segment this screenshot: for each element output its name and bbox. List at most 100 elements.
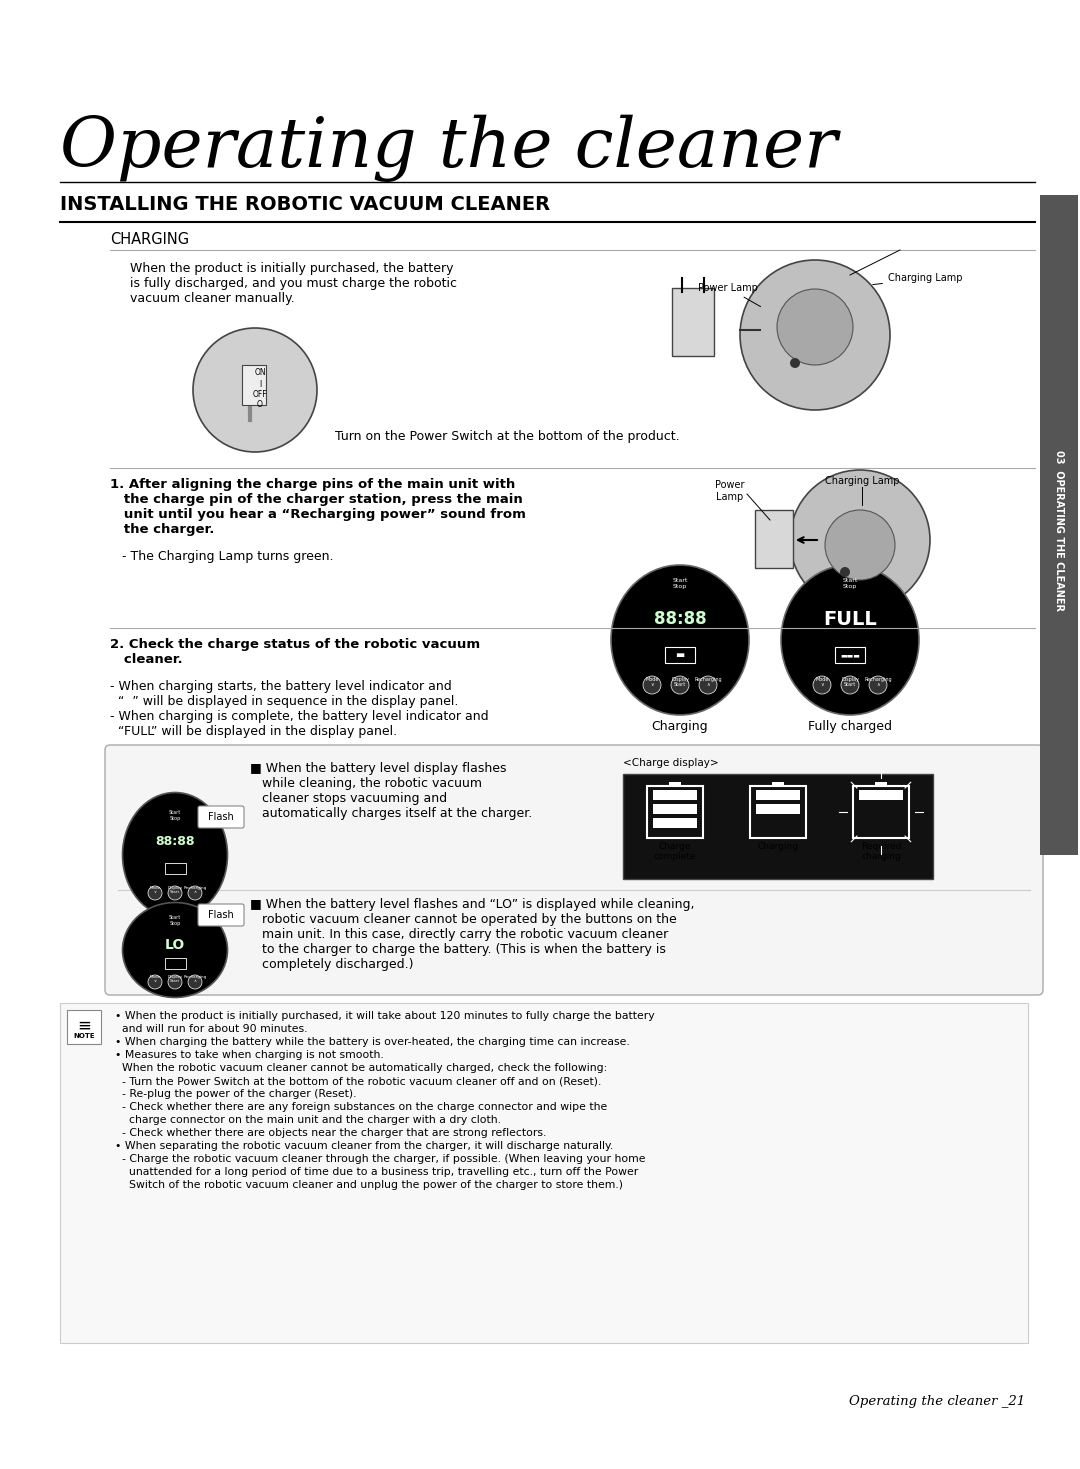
FancyBboxPatch shape xyxy=(1040,195,1078,855)
Text: Recharging
∧: Recharging ∧ xyxy=(864,677,892,687)
FancyBboxPatch shape xyxy=(756,790,800,801)
Text: ■ When the battery level display flashes
   while cleaning, the robotic vacuum
 : ■ When the battery level display flashes… xyxy=(249,762,532,820)
Circle shape xyxy=(168,886,183,900)
Text: When the robotic vacuum cleaner cannot be automatically charged, check the follo: When the robotic vacuum cleaner cannot b… xyxy=(114,1064,607,1072)
Circle shape xyxy=(789,470,930,610)
Text: Power Lamp: Power Lamp xyxy=(698,284,760,307)
Text: When the product is initially purchased, the battery
is fully discharged, and yo: When the product is initially purchased,… xyxy=(130,261,457,306)
Text: Recharging
∧: Recharging ∧ xyxy=(184,975,206,983)
Text: 1. After aligning the charge pins of the main unit with
   the charge pin of the: 1. After aligning the charge pins of the… xyxy=(110,477,526,536)
Circle shape xyxy=(841,676,859,693)
Text: - Check whether there are objects near the charger that are strong reflectors.: - Check whether there are objects near t… xyxy=(114,1128,546,1138)
Ellipse shape xyxy=(122,902,228,997)
FancyBboxPatch shape xyxy=(669,782,681,786)
Text: ■ When the battery level flashes and “LO” is displayed while cleaning,
   roboti: ■ When the battery level flashes and “LO… xyxy=(249,898,694,971)
Ellipse shape xyxy=(781,566,919,715)
Text: Charging: Charging xyxy=(757,842,798,851)
Text: OFF: OFF xyxy=(253,389,268,400)
Text: Mode
∨: Mode ∨ xyxy=(646,677,659,687)
Circle shape xyxy=(188,886,202,900)
Circle shape xyxy=(671,676,689,693)
Text: Operating the cleaner _21: Operating the cleaner _21 xyxy=(849,1396,1025,1407)
Text: Fully charged: Fully charged xyxy=(808,720,892,733)
Text: unattended for a long period of time due to a business trip, travelling etc., tu: unattended for a long period of time due… xyxy=(114,1166,638,1177)
FancyBboxPatch shape xyxy=(672,288,714,355)
Circle shape xyxy=(825,510,895,580)
Text: <Charge display>: <Charge display> xyxy=(623,758,718,768)
FancyBboxPatch shape xyxy=(647,786,703,837)
Circle shape xyxy=(777,289,853,364)
Text: 2. Check the charge status of the robotic vacuum
   cleaner.: 2. Check the charge status of the roboti… xyxy=(110,638,481,665)
Text: INSTALLING THE ROBOTIC VACUUM CLEANER: INSTALLING THE ROBOTIC VACUUM CLEANER xyxy=(60,195,550,214)
Circle shape xyxy=(813,676,831,693)
Text: and will run for about 90 minutes.: and will run for about 90 minutes. xyxy=(114,1024,308,1034)
Text: • When the product is initially purchased, it will take about 120 minutes to ful: • When the product is initially purchase… xyxy=(114,1011,654,1021)
Ellipse shape xyxy=(122,792,228,918)
Text: FULL: FULL xyxy=(823,610,877,629)
Text: Recharging
∧: Recharging ∧ xyxy=(184,886,206,895)
Circle shape xyxy=(869,676,887,693)
Text: Display
Start: Display Start xyxy=(167,975,183,983)
FancyBboxPatch shape xyxy=(242,364,266,405)
Text: • Measures to take when charging is not smooth.: • Measures to take when charging is not … xyxy=(114,1050,383,1061)
Text: Mode
∨: Mode ∨ xyxy=(149,886,161,895)
Circle shape xyxy=(699,676,717,693)
Text: Start
Stop: Start Stop xyxy=(168,809,181,821)
Text: Mode
∨: Mode ∨ xyxy=(149,975,161,983)
Text: Start
Stop: Start Stop xyxy=(842,577,858,589)
FancyBboxPatch shape xyxy=(859,790,903,801)
Circle shape xyxy=(740,260,890,410)
Text: - The Charging Lamp turns green.: - The Charging Lamp turns green. xyxy=(110,549,334,563)
FancyBboxPatch shape xyxy=(665,646,696,663)
FancyBboxPatch shape xyxy=(105,745,1043,995)
FancyBboxPatch shape xyxy=(875,782,887,786)
Text: Charging Lamp: Charging Lamp xyxy=(825,476,900,486)
Text: - When charging starts, the battery level indicator and
  “  ” will be displayed: - When charging starts, the battery leve… xyxy=(110,680,458,708)
Text: 88:88: 88:88 xyxy=(653,610,706,629)
Text: Start
Stop: Start Stop xyxy=(168,915,181,925)
FancyBboxPatch shape xyxy=(67,1011,102,1044)
Text: - When charging is complete, the battery level indicator and
  “FULL” will be di: - When charging is complete, the battery… xyxy=(110,710,488,737)
Text: ON: ON xyxy=(254,369,266,378)
Text: - Charge the robotic vacuum cleaner through the charger, if possible. (When leav: - Charge the robotic vacuum cleaner thro… xyxy=(114,1155,646,1163)
Text: - Turn the Power Switch at the bottom of the robotic vacuum cleaner off and on (: - Turn the Power Switch at the bottom of… xyxy=(114,1075,602,1086)
Text: - Re-plug the power of the charger (Reset).: - Re-plug the power of the charger (Rese… xyxy=(114,1089,356,1099)
FancyBboxPatch shape xyxy=(164,958,186,968)
FancyBboxPatch shape xyxy=(853,786,909,837)
Circle shape xyxy=(148,886,162,900)
Text: NOTE: NOTE xyxy=(73,1033,95,1039)
Text: Power
Lamp: Power Lamp xyxy=(715,480,745,501)
Text: Required
charging: Required charging xyxy=(861,842,901,861)
FancyBboxPatch shape xyxy=(755,510,793,569)
FancyBboxPatch shape xyxy=(653,818,697,829)
Text: Flash: Flash xyxy=(208,909,234,920)
Text: Recharging
∧: Recharging ∧ xyxy=(694,677,721,687)
Text: I: I xyxy=(259,380,261,389)
FancyBboxPatch shape xyxy=(623,774,933,878)
Text: ▬▬▬: ▬▬▬ xyxy=(840,652,860,658)
Text: Flash: Flash xyxy=(208,812,234,823)
Text: • When separating the robotic vacuum cleaner from the charger, it will discharge: • When separating the robotic vacuum cle… xyxy=(114,1141,613,1152)
Text: Switch of the robotic vacuum cleaner and unplug the power of the charger to stor: Switch of the robotic vacuum cleaner and… xyxy=(114,1180,623,1190)
Circle shape xyxy=(643,676,661,693)
FancyBboxPatch shape xyxy=(198,806,244,829)
FancyBboxPatch shape xyxy=(653,804,697,814)
Text: Turn on the Power Switch at the bottom of the product.: Turn on the Power Switch at the bottom o… xyxy=(335,430,679,444)
FancyBboxPatch shape xyxy=(60,1003,1028,1343)
Circle shape xyxy=(840,567,850,577)
Text: Charging: Charging xyxy=(651,720,708,733)
FancyBboxPatch shape xyxy=(756,804,800,814)
FancyBboxPatch shape xyxy=(198,903,244,925)
Text: Display
Start: Display Start xyxy=(167,886,183,895)
Text: Charge
complete: Charge complete xyxy=(653,842,697,861)
Text: • When charging the battery while the battery is over-heated, the charging time : • When charging the battery while the ba… xyxy=(114,1037,630,1047)
FancyBboxPatch shape xyxy=(772,782,784,786)
Circle shape xyxy=(168,975,183,989)
Text: Operating the cleaner: Operating the cleaner xyxy=(60,115,837,182)
Text: charge connector on the main unit and the charger with a dry cloth.: charge connector on the main unit and th… xyxy=(114,1115,501,1125)
Circle shape xyxy=(193,328,318,452)
Text: LO: LO xyxy=(165,939,185,952)
Text: Display
Start: Display Start xyxy=(841,677,859,687)
Text: Mode
∨: Mode ∨ xyxy=(815,677,828,687)
Text: 03  OPERATING THE CLEANER: 03 OPERATING THE CLEANER xyxy=(1054,450,1064,611)
